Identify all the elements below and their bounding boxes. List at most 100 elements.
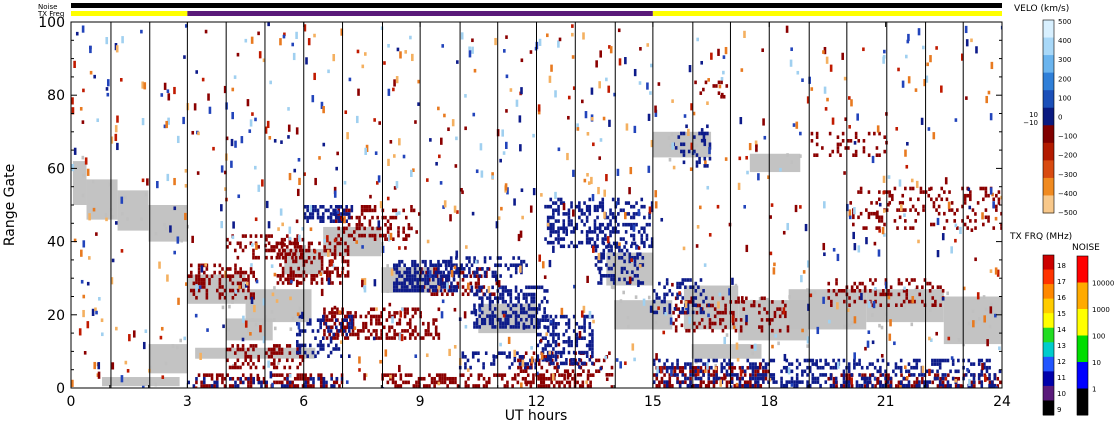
velocity-cell [337,226,340,231]
velocity-cell [682,153,686,157]
scatter-echo-cell [521,215,524,220]
velocity-cell [405,285,409,289]
velocity-cell [218,263,222,268]
velocity-cell [383,373,387,377]
velo-scale-swatch [1043,72,1054,91]
velocity-cell [913,384,916,388]
velocity-cell [473,292,476,297]
velocity-cell [429,263,432,268]
ground-scatter-cell [91,179,95,184]
scatter-echo-cell [996,269,1000,277]
scatter-echo-cell [843,76,847,81]
velocity-cell [601,204,605,209]
ground-scatter-cell [227,293,231,297]
scatter-echo-cell [254,117,257,122]
velocity-cell [636,274,639,278]
velocity-cell [252,252,255,256]
velocity-cell [405,274,409,278]
velocity-cell [239,380,242,385]
velocity-cell [648,244,651,249]
scatter-echo-cell [396,47,400,52]
scatter-echo-cell [471,46,474,54]
velocity-cell [601,222,605,227]
velocity-cell [612,241,616,246]
velocity-cell [286,277,290,282]
velocity-cell [393,311,396,315]
scatter-echo-cell [571,55,575,59]
velocity-cell [963,222,967,227]
ground-scatter-cell [810,292,814,297]
velocity-cell [492,292,496,297]
velocity-cell [249,380,253,385]
velocity-cell [421,321,425,326]
velocity-cell [552,230,555,234]
txfrq-scale-tick-label: 17 [1057,278,1066,286]
velocity-cell [485,274,488,279]
velocity-cell [575,204,579,209]
velocity-cell [469,281,473,286]
velocity-cell [483,292,487,297]
velocity-cell [244,351,247,355]
scatter-echo-cell [745,244,749,253]
velocity-cell [234,292,237,296]
scatter-echo-cell [381,245,385,253]
velocity-cell [249,373,253,377]
velocity-cell [674,296,678,301]
velocity-cell [962,373,966,377]
velocity-cell [433,380,436,385]
velocity-cell [275,365,279,370]
scatter-echo-cell [265,200,269,209]
velocity-cell [413,259,417,264]
velocity-cell [336,274,339,278]
velocity-cell [368,208,372,213]
velocity-cell [842,380,846,384]
velocity-cell [542,380,546,385]
velocity-cell [907,383,911,388]
scatter-echo-cell [141,81,145,89]
scatter-echo-cell [520,382,523,388]
velocity-cell [241,277,245,282]
velocity-cell [228,377,232,381]
velocity-cell [532,314,536,318]
velocity-cell [249,270,253,275]
velocity-cell [327,215,330,220]
velocity-cell [697,365,700,370]
scatter-echo-cell [633,125,637,134]
velocity-cell [925,383,929,388]
scatter-echo-cell [810,87,814,91]
scatter-echo-cell [434,327,438,335]
velocity-cell [808,358,812,363]
velocity-cell [742,307,746,311]
scatter-echo-cell [790,47,793,52]
scatter-echo-cell [928,187,931,192]
scatter-echo-cell [513,349,517,357]
velocity-cell [601,237,605,241]
scatter-echo-cell [428,270,432,278]
velocity-cell [259,234,263,238]
velocity-cell [477,351,480,355]
velocity-cell [745,296,748,301]
velocity-cell [506,380,509,385]
ground-scatter-cell [715,317,719,322]
velocity-cell [713,314,717,319]
velocity-cell [514,317,518,322]
velocity-cell [226,274,229,278]
scatter-echo-cell [291,42,295,47]
velocity-cell [689,373,692,377]
velocity-cell [855,362,859,366]
velocity-cell [725,362,729,366]
velocity-cell [658,281,661,286]
velocity-cell [286,281,290,285]
scatter-echo-cell [584,111,588,119]
scatter-echo-cell [637,279,640,288]
velocity-cell [767,369,770,374]
velocity-cell [332,384,336,388]
velocity-cell [213,263,216,268]
velocity-cell [293,376,297,381]
scatter-echo-cell [964,25,968,34]
scatter-echo-cell [537,104,541,112]
scatter-echo-cell [981,362,984,371]
velocity-cell [327,329,330,333]
txfrq-scale-swatch [1043,284,1054,300]
velocity-cell [610,277,613,282]
